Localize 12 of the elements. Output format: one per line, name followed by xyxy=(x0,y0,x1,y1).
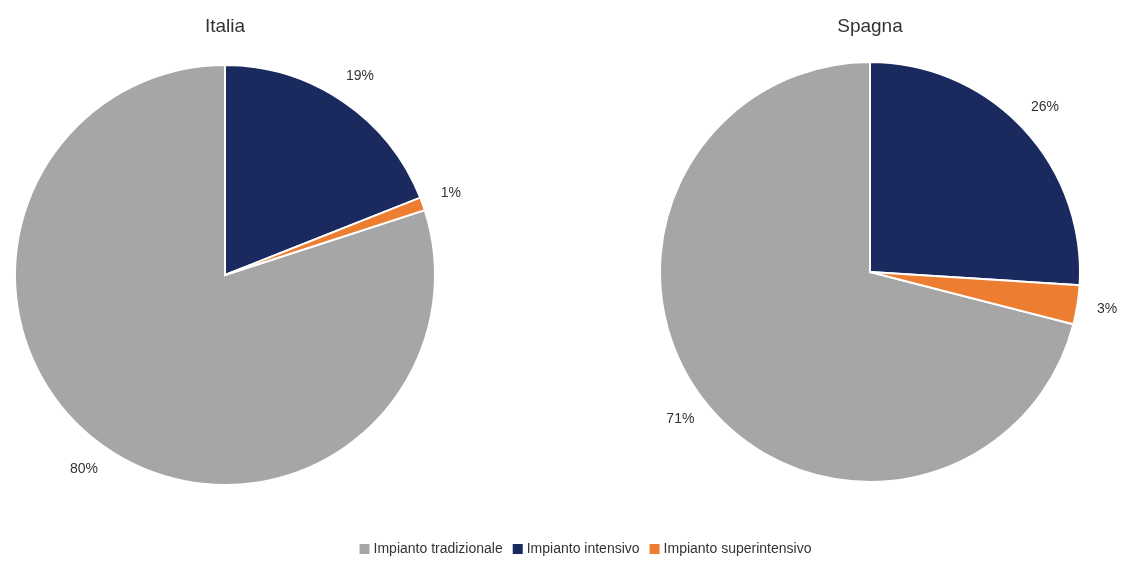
legend-label: Impianto intensivo xyxy=(526,540,640,556)
legend-label: Impianto superintensivo xyxy=(663,540,812,556)
data-label: 26% xyxy=(1030,98,1059,115)
chart-title: Italia xyxy=(204,15,246,36)
data-label: 80% xyxy=(69,459,98,476)
data-label: 3% xyxy=(1096,300,1118,317)
data-label: 19% xyxy=(345,67,374,84)
legend-label: Impianto tradizionale xyxy=(373,540,503,556)
data-label: 71% xyxy=(666,409,695,426)
pie-slice xyxy=(14,64,436,486)
data-label: 1% xyxy=(440,184,461,201)
chart-title: Spagna xyxy=(837,15,904,36)
